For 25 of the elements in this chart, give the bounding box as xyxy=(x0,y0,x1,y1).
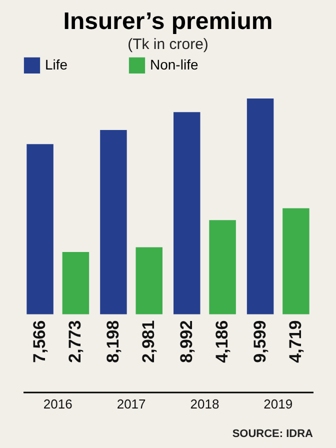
bar xyxy=(62,252,90,314)
data-label: 8,198 xyxy=(103,320,122,363)
x-tick-label: 2017 xyxy=(116,396,146,412)
data-label: 2,773 xyxy=(66,320,85,363)
data-label: 8,992 xyxy=(176,320,196,363)
data-label: 9,599 xyxy=(250,320,270,363)
legend-label: Life xyxy=(45,56,68,72)
data-label: 2,981 xyxy=(139,320,158,363)
bar xyxy=(209,220,236,314)
chart-title: Insurer’s premium xyxy=(63,8,273,35)
bar xyxy=(100,130,127,314)
data-label: 7,566 xyxy=(30,320,50,363)
bar xyxy=(246,98,274,314)
chart-subtitle: (Tk in crore) xyxy=(128,36,208,53)
data-label: 4,186 xyxy=(212,320,232,363)
x-tick-label: 2018 xyxy=(190,396,220,412)
legend-label: Non-life xyxy=(150,56,198,72)
bar xyxy=(174,112,200,314)
x-tick-label: 2019 xyxy=(264,396,293,412)
bar xyxy=(26,144,54,314)
x-tick-label: 2016 xyxy=(43,396,72,412)
source-note: SOURCE: IDRA xyxy=(232,428,314,440)
data-label: 4,719 xyxy=(286,320,305,363)
bar xyxy=(282,208,310,314)
bar xyxy=(136,247,162,314)
